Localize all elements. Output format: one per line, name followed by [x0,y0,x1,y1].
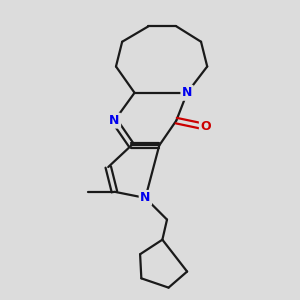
Text: N: N [140,191,151,204]
Text: O: O [200,120,211,133]
Text: N: N [109,114,120,127]
Text: N: N [182,86,192,99]
